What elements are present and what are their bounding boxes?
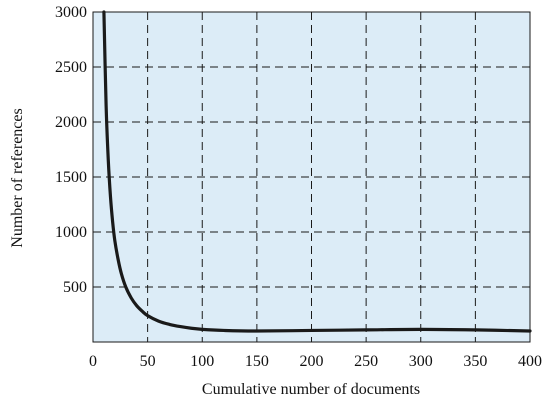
x-axis-ticks: 0 50 100 150 200 250 300 350 400 [89, 353, 542, 370]
x-tick-label: 150 [245, 353, 269, 370]
y-tick-label: 1500 [55, 169, 87, 186]
x-tick-label: 400 [518, 353, 542, 370]
y-tick-label: 2500 [55, 59, 87, 76]
y-tick-label: 500 [63, 279, 87, 296]
y-axis-ticks: 500 1000 1500 2000 2500 3000 [55, 4, 87, 296]
grid-lines [93, 12, 530, 342]
x-tick-label: 50 [140, 353, 156, 370]
x-tick-label: 100 [190, 353, 214, 370]
y-axis-label: Number of references [9, 108, 26, 247]
x-tick-label: 200 [300, 353, 324, 370]
x-tick-label: 250 [354, 353, 378, 370]
x-tick-label: 300 [409, 353, 433, 370]
plot-frame [92, 11, 531, 343]
y-tick-label: 3000 [55, 4, 87, 21]
x-tick-label: 350 [463, 353, 487, 370]
x-axis-label: Cumulative number of documents [202, 381, 420, 398]
y-tick-label: 2000 [55, 114, 87, 131]
series-line [102, 10, 532, 333]
y-tick-label: 1000 [55, 224, 87, 241]
x-tick-label: 0 [89, 353, 97, 370]
